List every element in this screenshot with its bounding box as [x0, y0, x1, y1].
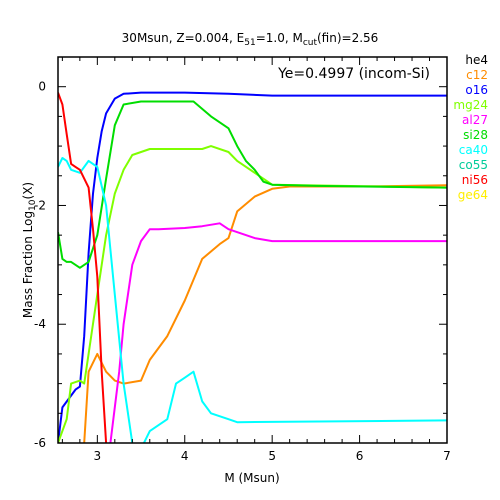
chart-title: 30Msun, Z=0.004, E51=1.0, Mcut(fin)=2.56	[122, 31, 379, 48]
series-line-si28	[58, 100, 447, 269]
plot-frame	[57, 56, 448, 444]
x-tick-label: 3	[94, 449, 102, 463]
legend-item-ni56: ni56	[462, 173, 488, 187]
x-tick-label: 4	[181, 449, 189, 463]
y-label-part: (X)	[21, 182, 35, 200]
y-tick-label: -4	[34, 317, 46, 331]
y-tick-label: -2	[34, 198, 46, 212]
y-label-part: Mass Fraction Log	[21, 211, 35, 318]
legend-item-co55: co55	[459, 158, 488, 172]
legend-item-he4: he4	[465, 53, 488, 67]
legend-item-al27: al27	[462, 113, 488, 127]
title-part: =1.0, M	[256, 31, 303, 45]
legend-item-ge64: ge64	[458, 188, 488, 202]
legend-item-si28: si28	[463, 128, 488, 142]
x-tick-label: 7	[443, 449, 451, 463]
y-axis-label: Mass Fraction Log10(X)	[21, 182, 38, 318]
series-line-ni56	[58, 92, 108, 443]
series-line-mg24	[58, 145, 447, 443]
y-tick-label: -6	[34, 436, 46, 450]
title-subscript: 51	[244, 38, 255, 48]
legend-item-ca40: ca40	[459, 143, 488, 157]
x-axis-label: M (Msun)	[224, 471, 279, 485]
axis-ticks: 3 4 5 6 7 -6 -4 -2 0	[34, 56, 451, 463]
title-subscript: cut	[303, 38, 318, 48]
title-part: (fin)=2.56	[317, 31, 378, 45]
legend-item-o16: o16	[465, 83, 488, 97]
y-tick-label: 0	[38, 80, 46, 94]
legend-item-c12: c12	[466, 68, 488, 82]
y-label-subscript: 10	[28, 199, 38, 211]
series-line-c12	[83, 184, 447, 443]
title-part: 30Msun, Z=0.004, E	[122, 31, 245, 45]
plot-area	[58, 91, 447, 443]
plot-annotation: Ye=0.4997 (incom-Si)	[277, 66, 430, 82]
x-tick-label: 5	[268, 449, 276, 463]
x-tick-label: 6	[356, 449, 364, 463]
series-line-al27	[109, 222, 447, 443]
series-line-ca40	[58, 157, 447, 443]
legend-item-mg24: mg24	[453, 98, 488, 112]
series-line-o16	[58, 91, 447, 443]
